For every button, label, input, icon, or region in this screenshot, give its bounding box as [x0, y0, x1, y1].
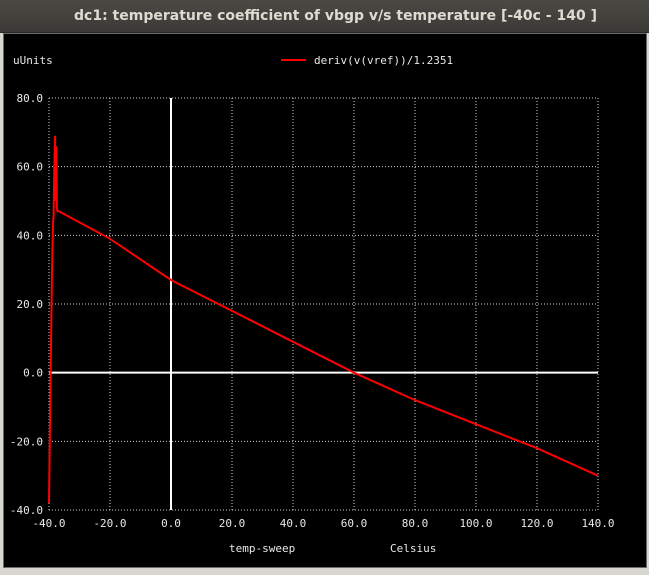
window-title: dc1: temperature coefficient of vbgp v/s…: [74, 8, 597, 24]
x-tick-label: -20.0: [93, 517, 126, 530]
x-tick-label: 120.0: [520, 517, 553, 530]
plot-area[interactable]: -40.0 -20.0 0.0 20.0 40.0 60.0 80.0 100.0 120.0 1…: [4, 34, 646, 567]
legend-label: deriv(v(vref))/1.2351: [314, 54, 453, 67]
window-titlebar[interactable]: dc1: temperature coefficient of vbgp v/s…: [0, 0, 649, 33]
x-tick-label: 140.0: [581, 517, 614, 530]
x-axis-label: temp-sweep: [229, 542, 295, 555]
y-tick-label: 40.0: [17, 229, 44, 242]
tick-labels: -40.0 -20.0 0.0 20.0 40.0 60.0 80.0 100.0 120.0 1…: [10, 92, 615, 530]
x-tick-label: -40.0: [32, 517, 65, 530]
traces: [48, 135, 599, 504]
axes: [49, 98, 598, 510]
y-tick-label: -20.0: [10, 435, 43, 448]
y-tick-label: -40.0: [10, 504, 43, 517]
x-tick-label: 60.0: [341, 517, 368, 530]
x-axis-unit: Celsius: [390, 542, 436, 555]
grid: [48, 97, 599, 511]
y-tick-label: 60.0: [17, 161, 44, 174]
x-tick-label: 0.0: [161, 517, 181, 530]
y-tick-label: 20.0: [17, 298, 44, 311]
x-tick-label: 80.0: [402, 517, 429, 530]
y-axis-label: uUnits: [13, 54, 53, 67]
series-line: [48, 135, 599, 504]
x-tick-label: 100.0: [459, 517, 492, 530]
y-tick-label: 80.0: [17, 92, 44, 105]
y-tick-label: 0.0: [23, 367, 43, 380]
x-tick-label: 40.0: [280, 517, 307, 530]
x-tick-label: 20.0: [219, 517, 246, 530]
plot-window: -40.0 -20.0 0.0 20.0 40.0 60.0 80.0 100.0 120.0 1…: [3, 33, 647, 568]
